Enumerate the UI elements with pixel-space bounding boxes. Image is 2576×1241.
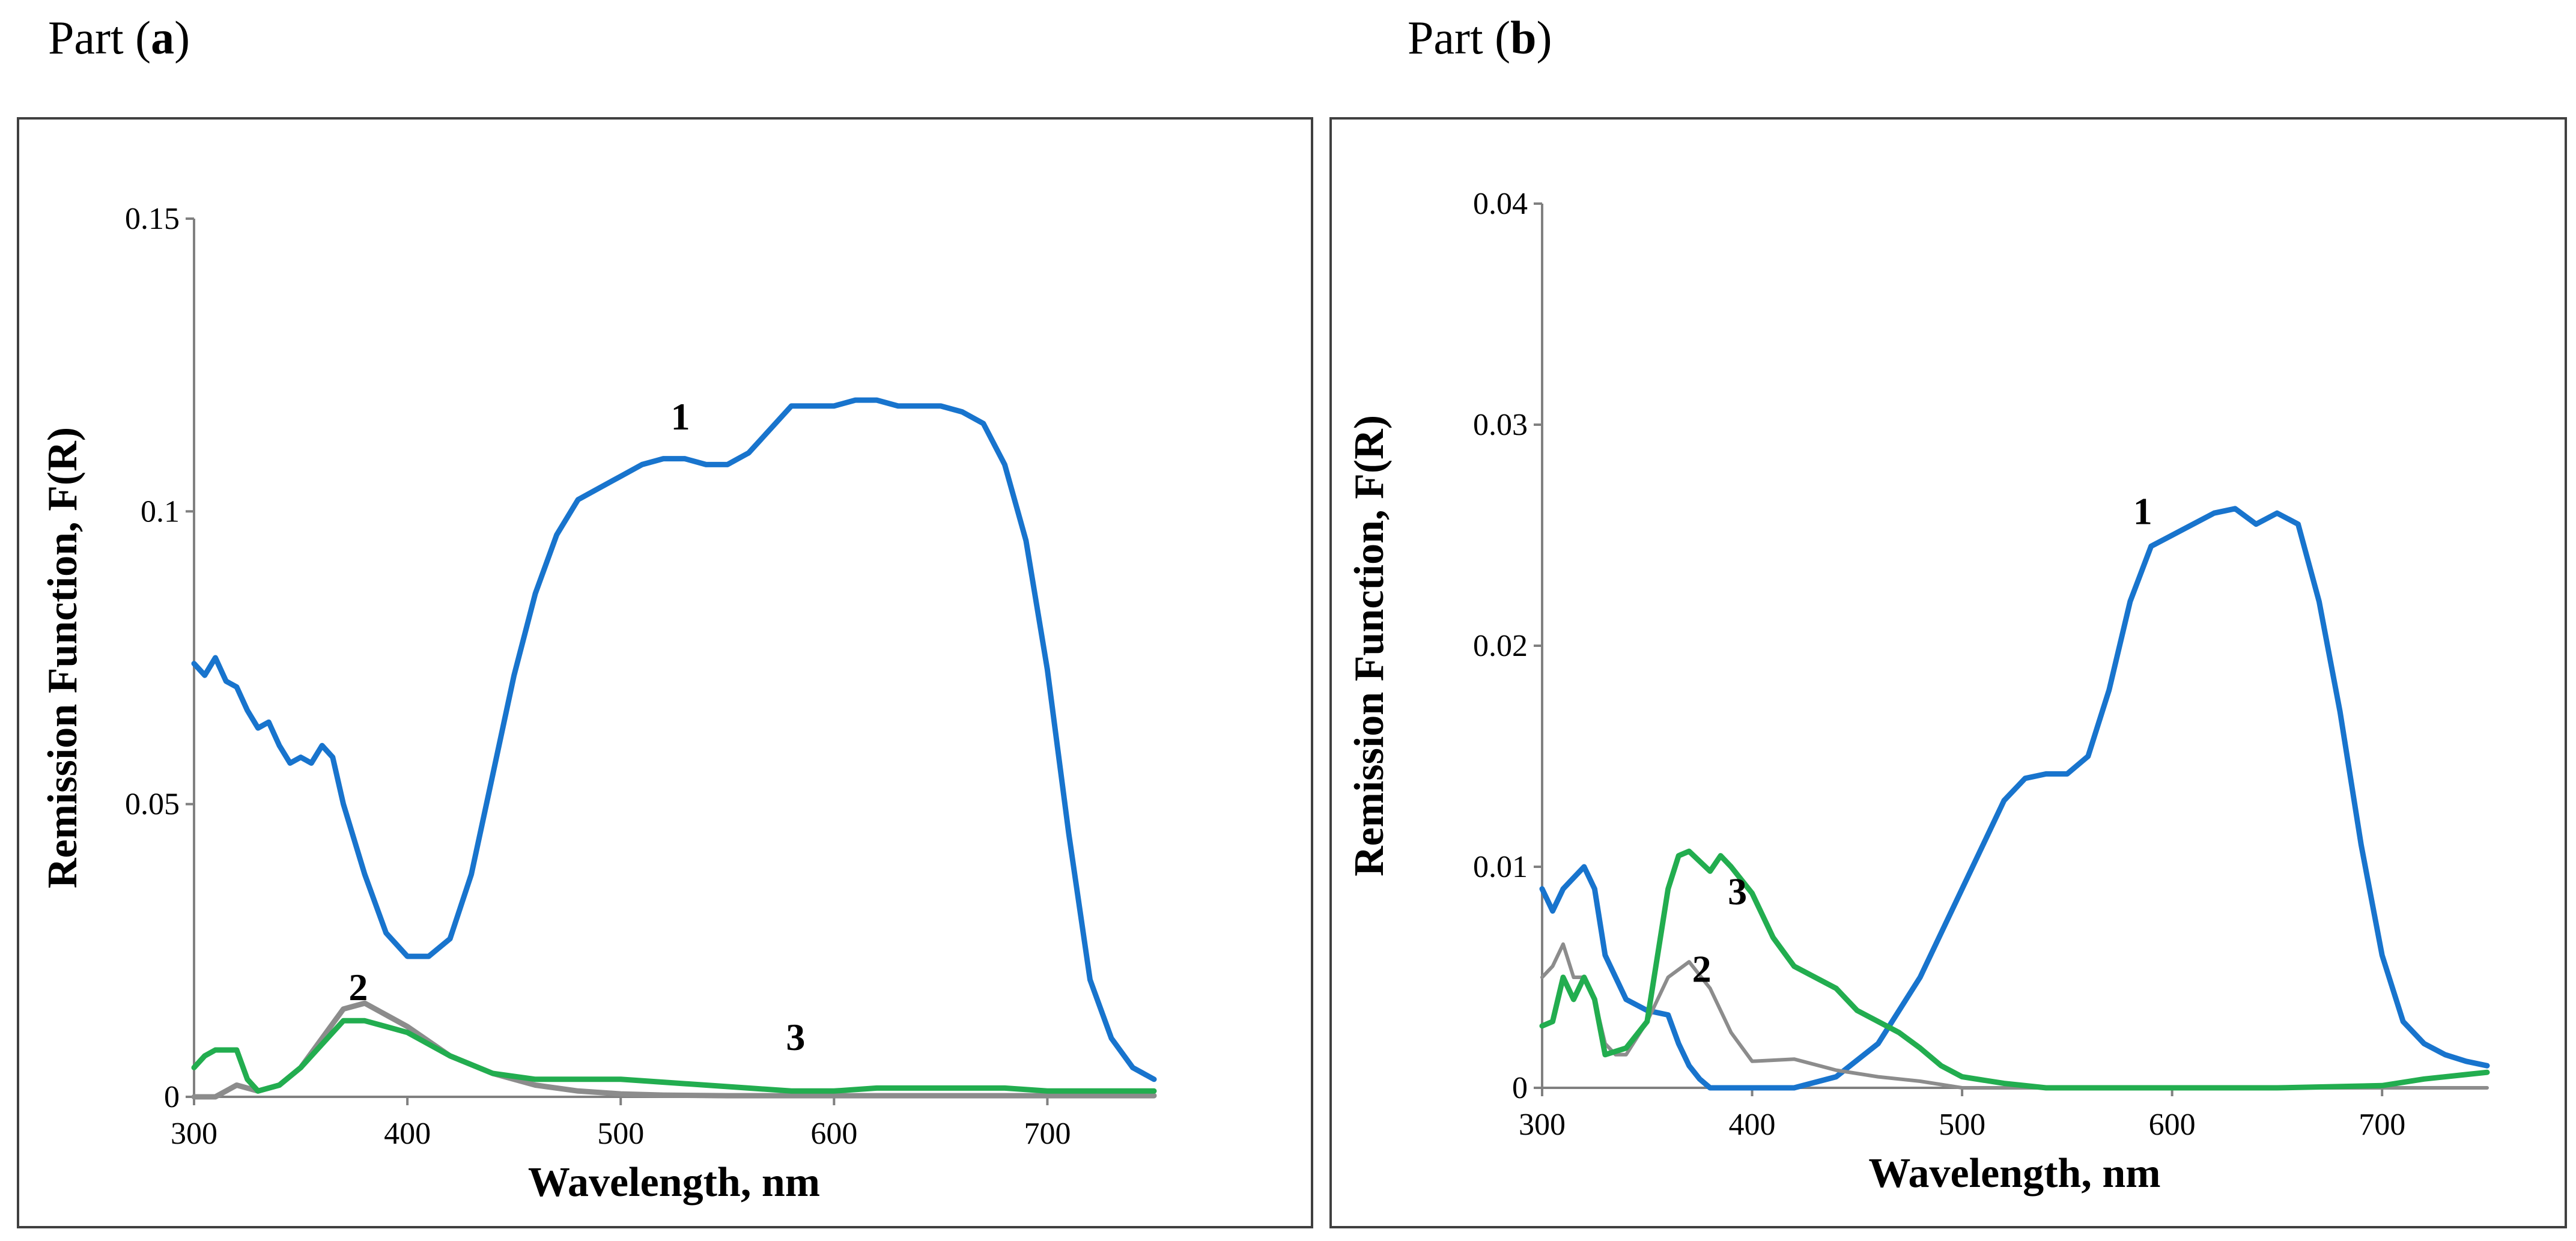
x-tick-label-a: 700 [1024,1117,1071,1151]
x-tick-label-b: 300 [1519,1108,1566,1142]
x-tick-label-a: 600 [810,1117,857,1151]
series-line-a-3 [191,1018,1157,1094]
series-line-a-1 [191,397,1157,1082]
y-tick-label-b: 0.02 [1473,629,1528,663]
curve-label-a-1: 1 [671,395,690,438]
x-tick-label-a: 500 [597,1117,644,1151]
y-axis-title-b: Remission Function, F(R) [1346,415,1393,876]
series-line-b-3 [1539,848,2490,1091]
chart-a-svg: 0 0.05 0.1 0.15 300 400 500 600 700 Wavelength, n… [40,202,1157,1206]
panel-label-b-suffix: ) [1536,11,1552,64]
y-tick-label-b: 0 [1512,1071,1528,1105]
x-axis-title-a: Wavelength, nm [528,1159,820,1206]
series-line-b-1 [1539,506,2490,1091]
y-tick-label-a: 0.1 [141,494,180,529]
x-tick-label-b: 700 [2359,1108,2405,1142]
panel-label-a-letter: a [151,11,175,64]
x-tick-label-a: 300 [171,1117,217,1151]
y-tick-label-b: 0.03 [1473,408,1528,442]
y-tick-label-a: 0.05 [125,787,180,822]
chart-panel-b: 0 0.01 0.02 0.03 0.04 300 400 500 600 700 Waveleng… [1329,117,2567,1228]
x-tick-label-b: 600 [2149,1108,2196,1142]
curve-label-b-1: 1 [2133,490,2152,533]
x-tick-label-b: 500 [1939,1108,1985,1142]
panel-label-b: Part (b) [1408,11,1552,65]
panel-label-b-prefix: Part ( [1408,11,1511,64]
panel-label-b-letter: b [1510,11,1537,64]
x-tick-label-a: 400 [384,1117,431,1151]
curve-label-a-3: 3 [786,1016,805,1058]
curve-label-b-2: 2 [1692,947,1712,990]
series-line-b-2 [1540,942,2489,1090]
curve-label-a-2: 2 [348,966,368,1009]
panel-label-a: Part (a) [48,11,190,65]
x-axis-title-b: Wavelength, nm [1868,1150,2160,1197]
y-tick-label-a: 0 [164,1080,180,1114]
chart-b-svg: 0 0.01 0.02 0.03 0.04 300 400 500 600 700 Waveleng… [1346,187,2490,1197]
panel-label-a-suffix: ) [174,11,190,64]
y-tick-label-b: 0.04 [1473,187,1528,221]
chart-panel-a: 0 0.05 0.1 0.15 300 400 500 600 700 Wavelength, n… [17,117,1313,1228]
x-tick-label-b: 400 [1729,1108,1776,1142]
panel-label-a-prefix: Part ( [48,11,151,64]
y-tick-label-b: 0.01 [1473,850,1528,884]
y-axis-title-a: Remission Function, F(R) [40,427,86,888]
curve-label-b-3: 3 [1728,870,1747,913]
y-tick-label-a: 0.15 [125,202,180,236]
